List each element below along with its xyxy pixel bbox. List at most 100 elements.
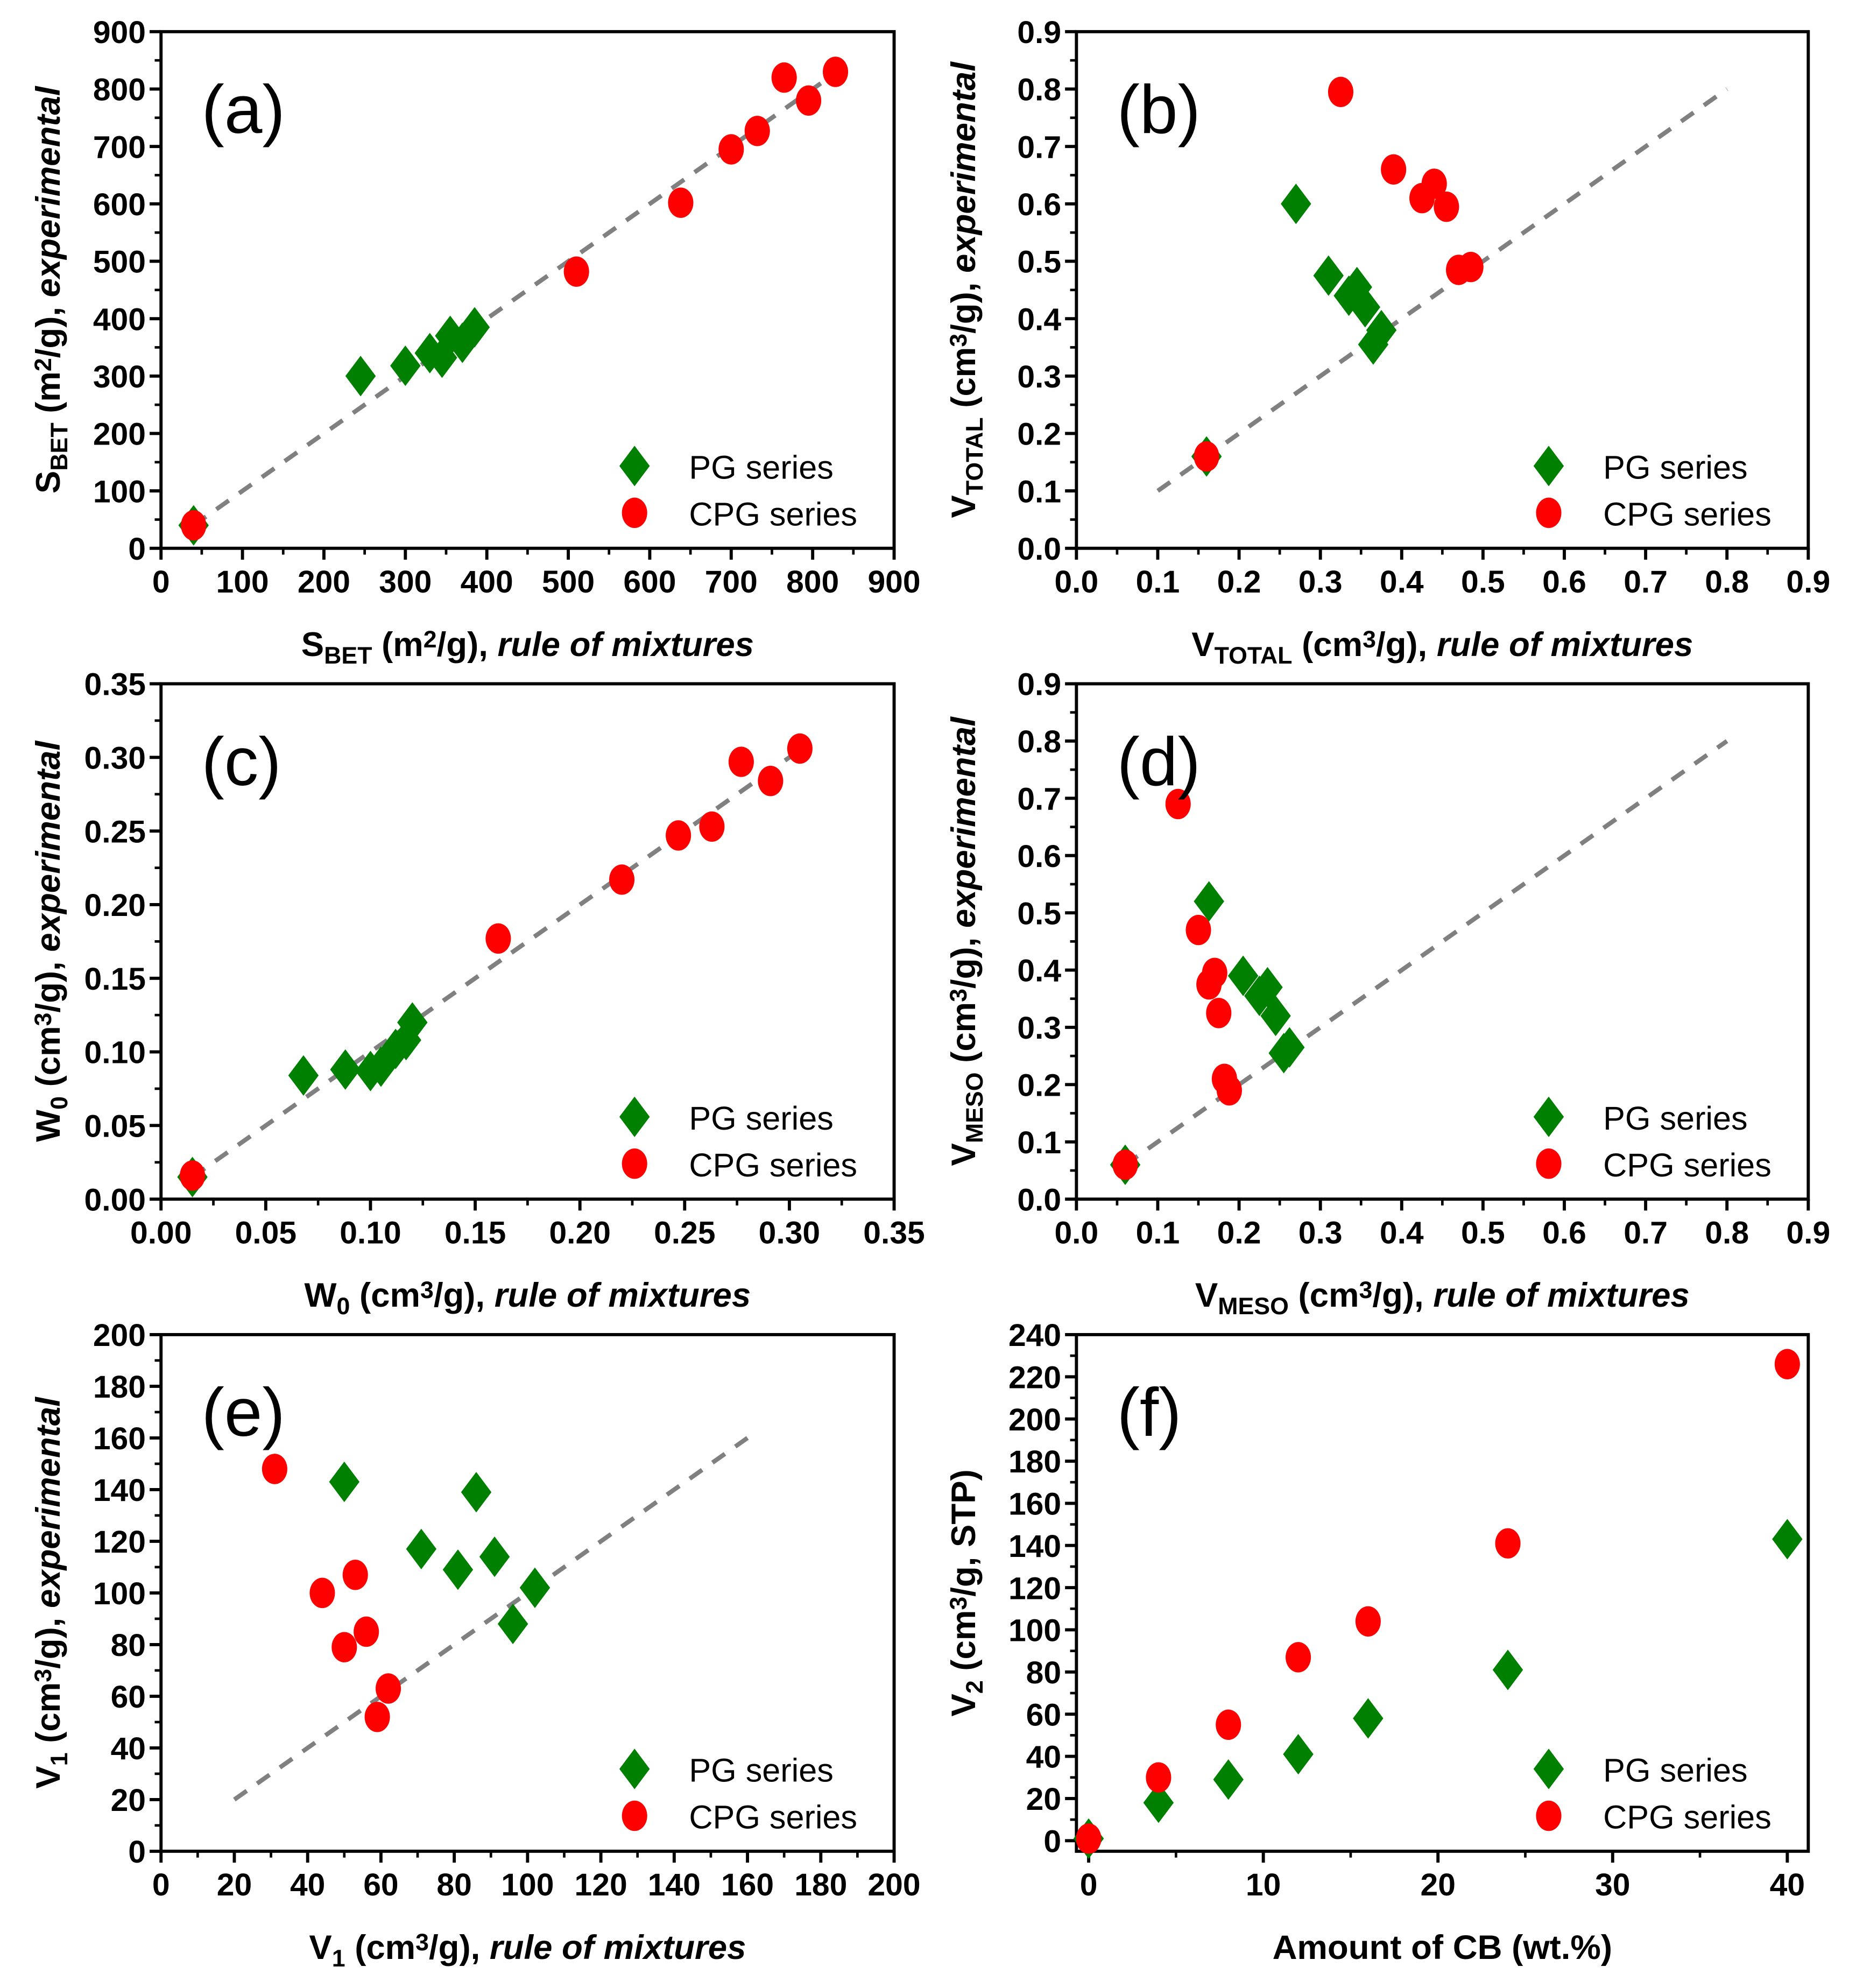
x-axis-label: W0 (cm3/g), rule of mixtures bbox=[305, 1276, 751, 1320]
y-axis-label: VTOTAL (cm3/g), experimental bbox=[944, 61, 988, 518]
y-axis-label-part: V bbox=[29, 1766, 67, 1788]
y-tick-label: 0 bbox=[128, 1835, 146, 1870]
x-axis-label-part: rule of mixtures bbox=[1433, 1276, 1690, 1314]
x-tick-label: 0.7 bbox=[1624, 1216, 1668, 1251]
y-tick-label: 0.3 bbox=[1017, 359, 1061, 394]
pg-data-point bbox=[519, 1567, 551, 1608]
x-axis-label-part: (cm bbox=[1289, 1276, 1359, 1314]
cpg-data-point bbox=[563, 256, 589, 287]
x-tick-label: 0.1 bbox=[1136, 1216, 1180, 1251]
y-axis-label-part: 2 bbox=[962, 1680, 988, 1694]
x-tick-label: 160 bbox=[721, 1867, 774, 1902]
x-tick-label: 60 bbox=[363, 1867, 398, 1902]
x-tick-label: 600 bbox=[623, 565, 676, 600]
x-tick-label: 40 bbox=[1770, 1867, 1805, 1902]
y-axis-label-part: V bbox=[944, 1694, 983, 1716]
x-axis-label-part: 3 bbox=[415, 1929, 429, 1956]
cpg-data-point bbox=[1216, 1709, 1241, 1740]
x-tick-label: 0.3 bbox=[1298, 565, 1343, 600]
y-axis-label: W0 (cm3/g), experimental bbox=[29, 740, 73, 1141]
y-tick-label: 0.4 bbox=[1017, 302, 1061, 337]
x-axis-label: VTOTAL (cm3/g), rule of mixtures bbox=[1191, 625, 1693, 669]
pg-data-point bbox=[406, 1528, 437, 1569]
legend: PG series CPG series bbox=[619, 1096, 857, 1183]
cpg-data-point bbox=[485, 923, 511, 954]
x-axis-label-part: /g), bbox=[1372, 1276, 1433, 1314]
cpg-data-point bbox=[181, 510, 207, 541]
x-tick-label: 0.7 bbox=[1624, 565, 1668, 600]
y-tick-label: 140 bbox=[93, 1473, 146, 1508]
pg-data-point bbox=[1143, 1782, 1174, 1823]
y-axis-label-part: /g, STP) bbox=[944, 1469, 983, 1596]
x-axis-label-part: rule of mixtures bbox=[498, 625, 754, 664]
x-axis-label-part: rule of mixtures bbox=[490, 1928, 746, 1966]
y-tick-label: 20 bbox=[111, 1783, 146, 1818]
y-axis-label: VMESO (cm3/g), experimental bbox=[944, 716, 988, 1166]
y-axis-label-part: 3 bbox=[945, 1597, 972, 1610]
y-tick-label: 0.5 bbox=[1017, 896, 1061, 931]
cpg-data-point bbox=[1328, 76, 1353, 108]
legend-cpg-marker bbox=[622, 1148, 647, 1179]
y-tick-label: 0 bbox=[128, 532, 146, 567]
cpg-data-point bbox=[728, 746, 754, 777]
y-axis-label-part: (m bbox=[29, 371, 67, 422]
y-tick-label: 80 bbox=[1026, 1655, 1061, 1690]
cpg-data-point bbox=[342, 1560, 368, 1590]
x-tick-label: 100 bbox=[216, 565, 269, 600]
y-axis-label-part: 3 bbox=[30, 1013, 57, 1026]
y-tick-label: 40 bbox=[111, 1731, 146, 1766]
x-axis-label-part: (cm bbox=[345, 1928, 416, 1966]
panel-e: 0 20 40 60 80 100 120 140 160 180 200 0 20 40 60 80 100 1… bbox=[29, 1318, 921, 1971]
panel-f: 0 10 20 30 40 0 20 40 60 80 100 120 140 160 180 200 220 2… bbox=[944, 1318, 1810, 1966]
x-axis-label-part: (m bbox=[372, 625, 423, 664]
y-tick-label: 0.10 bbox=[84, 1035, 146, 1070]
y-axis-label-part: /g), bbox=[29, 952, 67, 1013]
y-tick-label: 100 bbox=[1008, 1613, 1061, 1648]
cpg-data-point bbox=[1355, 1606, 1381, 1637]
panel-label: (c) bbox=[202, 723, 281, 800]
x-tick-label: 30 bbox=[1595, 1867, 1630, 1902]
plot-frame bbox=[1075, 30, 1810, 550]
legend-cpg-marker bbox=[622, 497, 647, 528]
legend: PG series CPG series bbox=[1533, 1749, 1772, 1836]
cpg-data-point bbox=[718, 134, 744, 165]
cpg-data-point bbox=[1458, 251, 1484, 283]
y-tick-label: 120 bbox=[93, 1525, 146, 1560]
pg-data-point bbox=[1281, 184, 1311, 224]
x-tick-label: 800 bbox=[786, 565, 839, 600]
parity-line bbox=[191, 748, 801, 1179]
cpg-data-point bbox=[1165, 788, 1191, 820]
legend: PG series CPG series bbox=[619, 446, 857, 532]
cpg-data-point bbox=[609, 864, 635, 895]
legend-pg-label: PG series bbox=[1603, 1100, 1747, 1137]
pg-data-point bbox=[479, 1536, 510, 1577]
y-tick-label: 0.7 bbox=[1017, 130, 1061, 165]
legend-cpg-marker bbox=[1536, 497, 1562, 528]
x-tick-label: 0.0 bbox=[1054, 1216, 1098, 1251]
y-axis-label-part: 2 bbox=[30, 358, 57, 371]
pg-data-point bbox=[442, 1549, 474, 1590]
legend-cpg-label: CPG series bbox=[689, 1147, 857, 1183]
pg-data-point bbox=[1366, 309, 1397, 351]
y-tick-label: 120 bbox=[1008, 1571, 1061, 1606]
legend: PG series CPG series bbox=[1533, 1096, 1772, 1183]
y-tick-label: 0.5 bbox=[1017, 245, 1061, 280]
y-axis-label-part: (cm bbox=[944, 1610, 983, 1681]
x-tick-label: 0.10 bbox=[340, 1216, 401, 1251]
x-tick-label: 200 bbox=[298, 565, 350, 600]
y-tick-label: 0.4 bbox=[1017, 954, 1061, 989]
y-axis-label-part: experimental bbox=[29, 86, 67, 297]
y-tick-label: 100 bbox=[93, 1576, 146, 1611]
y-tick-label: 20 bbox=[1026, 1782, 1061, 1817]
cpg-data-point bbox=[744, 116, 770, 146]
parity-line bbox=[1156, 87, 1728, 493]
x-axis-label-part: S bbox=[301, 625, 324, 664]
x-tick-label: 0.2 bbox=[1217, 565, 1261, 600]
x-tick-label: 0.35 bbox=[863, 1216, 924, 1251]
x-tick-label: 180 bbox=[794, 1867, 847, 1902]
x-axis-label-part: MESO bbox=[1218, 1293, 1289, 1320]
x-tick-label: 0 bbox=[152, 565, 170, 600]
cpg-data-point bbox=[1194, 441, 1219, 472]
y-tick-label: 0.1 bbox=[1017, 1125, 1061, 1160]
